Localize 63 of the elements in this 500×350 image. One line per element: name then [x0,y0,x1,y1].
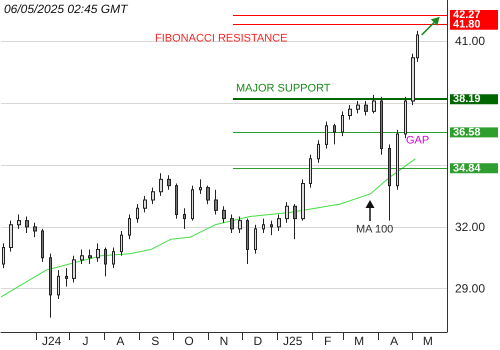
annotation: FIBONACCI RESISTANCE [155,32,288,44]
x-tick-label: J25 [283,334,303,348]
candlestick [199,178,202,194]
candlestick [380,96,383,156]
candlestick [65,268,68,288]
annotation: MAJOR SUPPORT [236,82,331,94]
x-tick-label: S [151,334,160,348]
x-tick-label: N [220,334,228,348]
candlestick [388,144,391,222]
candlestick [2,242,5,269]
candlestick [191,185,194,222]
candlestick [214,189,218,215]
candlestick [230,214,234,234]
candlestick [33,222,37,238]
candlestick [333,123,336,145]
ref-line-label: 41.80 [453,18,481,31]
candlestick [25,216,29,234]
x-tick-label: M [354,334,364,348]
x-tick-label: J [82,334,88,348]
x-tick-label: A [390,334,398,348]
candlestick [80,249,84,264]
x-tick-label: O [184,334,194,348]
y-tick-label: 41.00 [455,34,486,48]
candlestick [183,208,186,230]
candlestick [136,204,139,224]
candlestick [246,218,249,264]
candlestick [49,253,52,318]
candlestick [167,174,171,190]
candlestick [301,178,305,222]
annotation: GAP [406,134,430,146]
candlestick [159,172,163,196]
candlestick [293,204,297,240]
candlestick [120,230,123,256]
candlestick [206,185,210,205]
ref-line-label: 34.84 [453,162,482,174]
candlestick [317,140,320,164]
candlestick [151,187,155,205]
candlestick [143,195,147,213]
x-tick-label: J24 [42,334,62,348]
x-tick-label: M [422,334,433,348]
annotation: 06/05/2025 02:45 GMT [4,2,130,16]
candlestick [96,242,100,262]
candlestick [222,206,226,224]
candlestick [364,100,368,116]
candlestick [112,246,115,269]
ref-line-label: 38.19 [453,93,481,106]
candlestick [175,183,178,220]
line-series [0,158,416,298]
x-tick-label: A [116,334,124,348]
candlestick [270,220,273,236]
annotation: MA 100 [356,224,394,236]
x-tick-label: F [324,334,332,348]
candlestick [341,110,344,137]
y-tick-label: 29.00 [455,282,486,296]
candlestick [104,246,107,277]
y-tick-label: 32.00 [455,220,486,234]
x-tick-label: D [253,334,262,348]
candlestick [325,121,328,149]
ref-line-label: 36.58 [453,126,481,138]
candlestick [41,228,44,262]
candlestick [88,249,92,264]
candlestick [72,255,76,284]
candlestick [285,202,289,224]
